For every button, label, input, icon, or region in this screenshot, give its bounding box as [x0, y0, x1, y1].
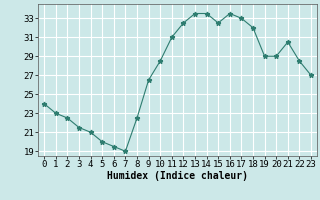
X-axis label: Humidex (Indice chaleur): Humidex (Indice chaleur) — [107, 171, 248, 181]
